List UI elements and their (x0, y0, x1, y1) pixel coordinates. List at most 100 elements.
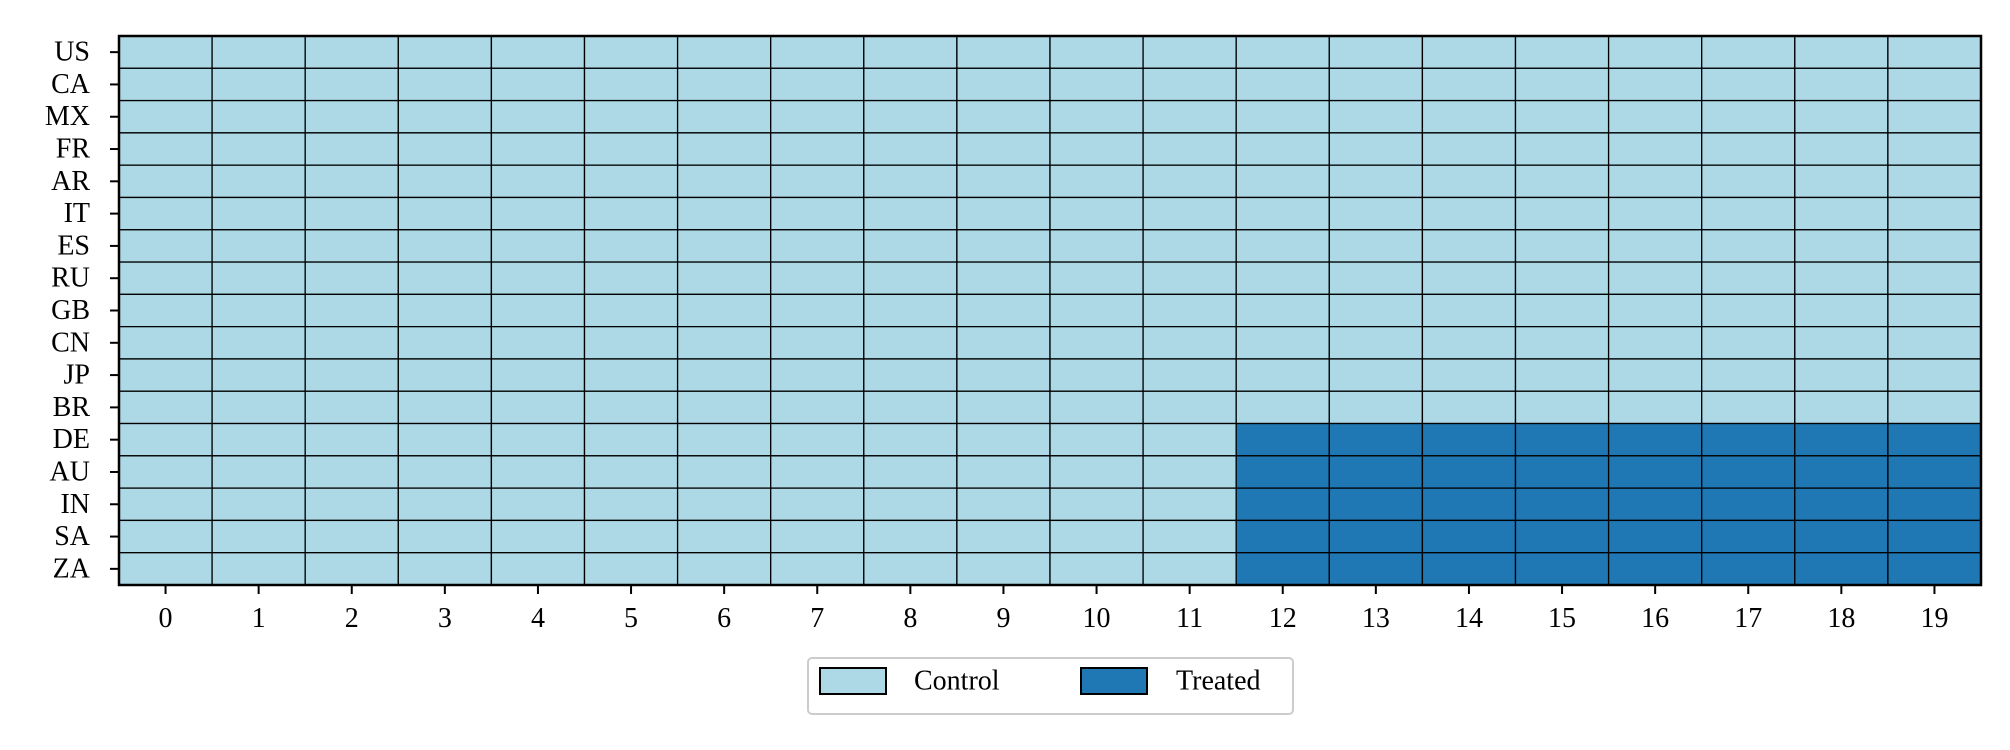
heatmap-cell-de-17 (1701, 422, 1796, 457)
heatmap-cell-in-7 (770, 487, 865, 522)
heatmap-cell-br-13 (1328, 390, 1424, 425)
heatmap-cell-cn-18 (1794, 325, 1889, 360)
heatmap-cell-jp-9 (956, 358, 1051, 392)
heatmap-cell-za-18 (1794, 552, 1889, 586)
heatmap-cell-ca-2 (304, 67, 399, 102)
heatmap-cell-es-4 (490, 229, 586, 263)
heatmap-cell-jp-12 (1235, 358, 1330, 392)
y-tick-label-za: ZA (53, 553, 91, 584)
y-tick-label-de: DE (53, 424, 90, 455)
heatmap-cell-it-0 (118, 196, 213, 231)
x-tick-label-7: 7 (810, 603, 824, 634)
x-axis: 0 1 2 3 4 5 6 7 8 9 10 11 12 13 14 15 16 17 18 19 (159, 585, 1948, 634)
heatmap-cell-cn-9 (956, 325, 1051, 360)
heatmap-cell-jp-4 (490, 358, 586, 392)
heatmap-cell-ca-3 (397, 67, 493, 102)
heatmap-cell-ru-13 (1328, 261, 1424, 296)
heatmap-cell-ca-16 (1607, 67, 1703, 102)
heatmap-cell-ar-13 (1328, 164, 1424, 199)
heatmap-cell-br-16 (1607, 390, 1703, 425)
heatmap-cell-es-10 (1049, 229, 1144, 263)
heatmap-cell-cn-13 (1328, 325, 1424, 360)
heatmap-cell-br-3 (397, 390, 493, 425)
heatmap-cell-gb-19 (1887, 293, 1982, 328)
heatmap-cell-mx-14 (1421, 99, 1517, 134)
heatmap-cell-sa-2 (304, 519, 399, 554)
heatmap-cell-ca-13 (1328, 67, 1424, 102)
y-tick-label-us: US (54, 37, 90, 68)
heatmap-cell-ru-0 (118, 261, 213, 296)
heatmap-cell-ca-8 (863, 67, 958, 102)
heatmap-cell-za-17 (1701, 552, 1796, 586)
heatmap-cell-cn-2 (304, 325, 399, 360)
heatmap-cell-de-18 (1794, 422, 1889, 457)
heatmap-cell-jp-8 (863, 358, 958, 392)
heatmap-cell-ru-2 (304, 261, 399, 296)
heatmap-cell-gb-4 (490, 293, 586, 328)
heatmap-cell-us-0 (118, 35, 213, 69)
y-tick-label-es: ES (57, 230, 90, 261)
x-tick-label-13: 13 (1362, 603, 1390, 634)
heatmap-cell-fr-18 (1794, 132, 1889, 166)
heatmap-cell-au-2 (304, 455, 399, 489)
heatmap-cell-es-18 (1794, 229, 1889, 263)
x-tick-label-0: 0 (159, 603, 173, 634)
heatmap-cell-jp-13 (1328, 358, 1424, 392)
heatmap-cell-ar-3 (397, 164, 493, 199)
heatmap-cell-de-15 (1514, 422, 1610, 457)
heatmap-cell-ru-4 (490, 261, 586, 296)
heatmap-cell-it-5 (583, 196, 679, 231)
heatmap-cell-za-19 (1887, 552, 1982, 586)
heatmap-cell-gb-12 (1235, 293, 1330, 328)
heatmap-cell-it-12 (1235, 196, 1330, 231)
heatmap-cell-ar-19 (1887, 164, 1982, 199)
heatmap-cell-us-7 (770, 35, 865, 69)
heatmap-cell-sa-3 (397, 519, 493, 554)
heatmap-cell-it-11 (1142, 196, 1237, 231)
heatmap-cell-sa-5 (583, 519, 679, 554)
heatmap-cell-sa-6 (676, 519, 772, 554)
heatmap-cell-ar-6 (676, 164, 772, 199)
heatmap-cell-jp-16 (1607, 358, 1703, 392)
heatmap-cell-za-8 (863, 552, 958, 586)
heatmap-cell-fr-7 (770, 132, 865, 166)
heatmap-cell-au-7 (770, 455, 865, 489)
heatmap-cell-ca-4 (490, 67, 586, 102)
heatmap-cell-au-6 (676, 455, 772, 489)
heatmap-cell-sa-15 (1514, 519, 1610, 554)
heatmap-cell-jp-1 (211, 358, 306, 392)
heatmap-cell-ar-2 (304, 164, 399, 199)
heatmap-cell-sa-11 (1142, 519, 1237, 554)
heatmap-cell-fr-19 (1887, 132, 1982, 166)
heatmap-cell-de-2 (304, 422, 399, 457)
heatmap-cell-in-11 (1142, 487, 1237, 522)
heatmap-cell-in-5 (583, 487, 679, 522)
heatmap-cell-es-2 (304, 229, 399, 263)
heatmap-cell-sa-4 (490, 519, 586, 554)
heatmap-cell-ar-15 (1514, 164, 1610, 199)
heatmap-cell-mx-1 (211, 99, 306, 134)
heatmap-cell-gb-0 (118, 293, 213, 328)
heatmap-cell-ca-14 (1421, 67, 1517, 102)
heatmap-cell-es-3 (397, 229, 493, 263)
heatmap-cell-za-4 (490, 552, 586, 586)
heatmap-cell-de-19 (1887, 422, 1982, 457)
heatmap-cell-cn-16 (1607, 325, 1703, 360)
heatmap-cell-gb-16 (1607, 293, 1703, 328)
heatmap-cell-ca-19 (1887, 67, 1982, 102)
heatmap-cell-jp-5 (583, 358, 679, 392)
heatmap-cell-mx-4 (490, 99, 586, 134)
heatmap-cell-it-9 (956, 196, 1051, 231)
heatmap-cell-de-10 (1049, 422, 1144, 457)
heatmap-cell-br-14 (1421, 390, 1517, 425)
heatmap-cell-mx-9 (956, 99, 1051, 134)
heatmap-cell-ca-11 (1142, 67, 1237, 102)
heatmap-cell-cn-19 (1887, 325, 1982, 360)
heatmap-cell-mx-7 (770, 99, 865, 134)
heatmap-cell-za-16 (1607, 552, 1703, 586)
heatmap-cell-sa-16 (1607, 519, 1703, 554)
y-tick-label-br: BR (53, 392, 91, 423)
heatmap-cell-au-3 (397, 455, 493, 489)
x-tick-label-3: 3 (438, 603, 452, 634)
y-tick-label-mx: MX (45, 101, 90, 132)
